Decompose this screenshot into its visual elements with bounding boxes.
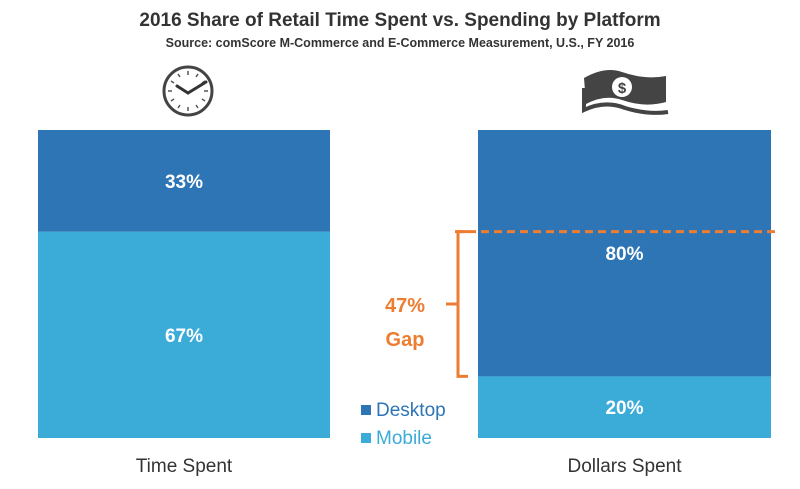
category-label: Time Spent [136, 456, 233, 477]
gap-value: 47% [385, 295, 425, 317]
legend-swatch-mobile [361, 433, 371, 443]
bar-desktop [38, 130, 330, 232]
money-icon: $ [582, 70, 669, 115]
legend-swatch-desktop [361, 405, 371, 415]
clock-icon [162, 65, 214, 117]
data-label: 33% [165, 172, 203, 193]
bar-mobile [38, 231, 330, 438]
legend-label-desktop: Desktop [376, 400, 446, 421]
data-label: 80% [605, 244, 643, 265]
gap-bracket [446, 230, 468, 378]
legend-label-mobile: Mobile [376, 428, 432, 449]
bar-desktop [478, 130, 771, 377]
gap-label: Gap [386, 329, 425, 351]
bar-mobile [478, 376, 771, 438]
svg-text:$: $ [618, 80, 627, 97]
chart-title: 2016 Share of Retail Time Spent vs. Spen… [139, 10, 661, 31]
category-label: Dollars Spent [567, 456, 682, 477]
chart-subtitle: Source: comScore M-Commerce and E-Commer… [165, 36, 635, 50]
data-label: 67% [165, 326, 203, 347]
data-label: 20% [605, 398, 643, 419]
